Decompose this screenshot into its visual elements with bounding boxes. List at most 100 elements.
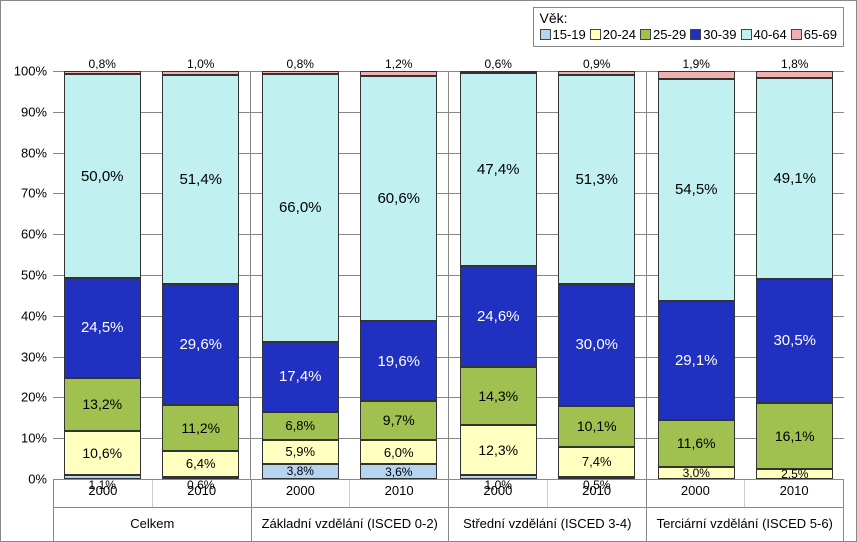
segment-label: 29,6% (179, 336, 222, 353)
segment-label: 60,6% (377, 190, 420, 207)
bar-segment: 16,1% (756, 403, 833, 469)
bar-segment: 7,4% (558, 447, 635, 477)
x-year-label: 2010 (548, 480, 646, 507)
bar-column: 1,1%10,6%13,2%24,5%50,0%0,8% (53, 71, 152, 479)
segment-label: 9,7% (383, 412, 415, 428)
x-year-label: 2010 (745, 480, 843, 507)
bar-segment: 51,4% (162, 75, 239, 284)
x-years: 20002010 (252, 480, 449, 507)
segment-label: 66,0% (279, 199, 322, 216)
plot-area: 1,1%10,6%13,2%24,5%50,0%0,8%0,6%6,4%11,2… (53, 71, 844, 479)
x-group-label: Střední vzdělání (ISCED 3-4) (449, 507, 646, 541)
segment-label: 30,5% (773, 332, 816, 349)
segment-label: 1,9% (683, 57, 710, 71)
segment-label: 11,6% (677, 435, 716, 451)
x-group: 20002010Střední vzdělání (ISCED 3-4) (448, 479, 646, 541)
segment-label: 24,6% (477, 308, 520, 325)
bar-segment: 1,2% (360, 71, 437, 76)
bar-segment: 0,9% (558, 71, 635, 75)
bar-segment: 1,0% (162, 71, 239, 75)
segment-label: 1,2% (385, 57, 412, 71)
bar-segment: 10,1% (558, 406, 635, 447)
bar-group: 3,8% 5,9% 6,8% 17,4% 66,0% 0,8% 3,6%6,0% 9,7% 19… (250, 71, 448, 479)
segment-label: 51,4% (179, 171, 222, 188)
x-axis: 20002010Celkem20002010Základní vzdělání … (53, 479, 844, 541)
segment-label: 49,1% (773, 170, 816, 187)
bar-segment: 14,3% (460, 367, 537, 425)
bar-segment: 49,1% (756, 78, 833, 278)
x-year-label: 2000 (647, 480, 746, 507)
bar-segment: 0,8% (64, 71, 141, 74)
segment-label: 3,8% (287, 464, 314, 478)
legend-label: 40-64 (754, 27, 787, 42)
bar-column: 3,6%6,0% 9,7% 19,6% 60,6% 1,2% (350, 71, 449, 479)
legend-item: 25-29 (640, 27, 686, 42)
legend-title: Věk: (540, 10, 838, 26)
segment-label: 1,0% (187, 57, 214, 71)
bar-segment: 50,0% (64, 74, 141, 278)
stacked-bar: 2,5%16,1%30,5%49,1%1,8% (756, 71, 833, 479)
x-years: 20002010 (54, 480, 251, 507)
bar-segment: 11,6% (658, 420, 735, 467)
bar-segment: 29,1% (658, 301, 735, 420)
x-years: 20002010 (449, 480, 646, 507)
segment-label: 6,8% (285, 418, 315, 433)
segment-label: 3,0% (683, 466, 710, 480)
bar-segment: 19,6% (360, 321, 437, 400)
bar-segment: 13,2% (64, 378, 141, 432)
stacked-bar: 3,8% 5,9% 6,8% 17,4% 66,0% 0,8% (262, 71, 339, 479)
bar-group: 1,0%12,3%14,3%24,6%47,4%0,6%0,5%7,4%10,1… (448, 71, 646, 479)
segment-label: 5,9% (285, 444, 315, 459)
legend-swatch (791, 29, 802, 40)
y-tick: 10% (21, 431, 47, 446)
bar-groups: 1,1%10,6%13,2%24,5%50,0%0,8%0,6%6,4%11,2… (53, 71, 844, 479)
segment-label: 3,6% (385, 465, 412, 479)
legend-item: 20-24 (590, 27, 636, 42)
bar-segment: 6,8% (262, 412, 339, 440)
x-group: 20002010Terciární vzdělání (ISCED 5-6) (646, 479, 845, 541)
bar-column: 3,0%11,6%29,1%54,5%1,9% (647, 71, 746, 479)
x-year-label: 2000 (449, 480, 548, 507)
legend-swatch (690, 29, 701, 40)
segment-label: 0,8% (287, 57, 314, 71)
y-tick: 0% (28, 472, 47, 487)
segment-label: 1,8% (781, 57, 808, 71)
bar-segment: 0,8% (262, 71, 339, 74)
legend-swatch (590, 29, 601, 40)
segment-label: 17,4% (279, 368, 322, 385)
legend-item: 65-69 (791, 27, 837, 42)
legend-item: 30-39 (690, 27, 736, 42)
segment-label: 0,8% (89, 57, 116, 71)
bar-segment: 5,9% (262, 440, 339, 464)
legend-label: 15-19 (553, 27, 586, 42)
segment-label: 24,5% (81, 319, 124, 336)
legend-label: 30-39 (703, 27, 736, 42)
bar-segment: 10,6% (64, 431, 141, 474)
bar-segment: 24,6% (460, 266, 537, 366)
bar-segment: 17,4% (262, 342, 339, 412)
segment-label: 19,6% (377, 353, 420, 370)
segment-label: 29,1% (675, 352, 718, 369)
segment-label: 47,4% (477, 161, 520, 178)
segment-label: 54,5% (675, 181, 718, 198)
segment-label: 14,3% (478, 388, 518, 404)
stacked-bar: 1,1%10,6%13,2%24,5%50,0%0,8% (64, 71, 141, 479)
legend-item: 15-19 (540, 27, 586, 42)
segment-label: 12,3% (478, 442, 518, 458)
legend-swatch (540, 29, 551, 40)
bar-column: 2,5%16,1%30,5%49,1%1,8% (746, 71, 845, 479)
bar-group: 3,0%11,6%29,1%54,5%1,9%2,5%16,1%30,5%49,… (646, 71, 844, 479)
bar-segment: 30,0% (558, 284, 635, 406)
x-year-label: 2000 (252, 480, 351, 507)
y-tick: 30% (21, 349, 47, 364)
bar-segment: 6,0% (360, 440, 437, 464)
y-tick: 90% (21, 104, 47, 119)
segment-label: 30,0% (575, 336, 618, 353)
y-tick: 60% (21, 227, 47, 242)
x-years: 20002010 (647, 480, 844, 507)
x-group-label: Celkem (54, 507, 251, 541)
y-axis: 0%10%20%30%40%50%60%70%80%90%100% (1, 71, 53, 479)
x-group-label: Terciární vzdělání (ISCED 5-6) (647, 507, 844, 541)
bar-segment: 54,5% (658, 79, 735, 301)
bar-segment: 66,0% (262, 74, 339, 341)
